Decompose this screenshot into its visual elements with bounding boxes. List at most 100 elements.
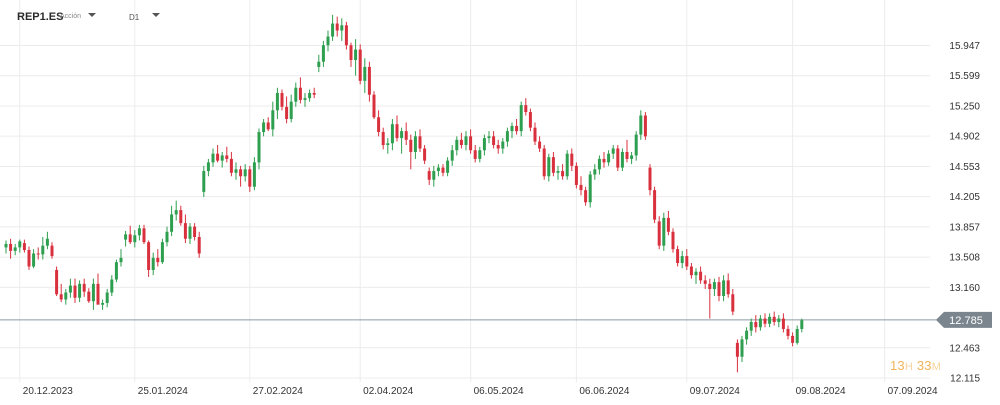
candle[interactable] (625, 139, 629, 163)
candle[interactable] (386, 138, 390, 154)
candle[interactable] (455, 136, 459, 156)
candle[interactable] (574, 162, 578, 189)
candle[interactable] (36, 247, 40, 260)
candle[interactable] (588, 171, 592, 208)
candle[interactable] (469, 129, 473, 154)
candle[interactable] (193, 223, 197, 241)
candle[interactable] (331, 14, 335, 41)
candle[interactable] (740, 335, 744, 362)
candle[interactable] (114, 259, 118, 283)
candle[interactable] (303, 92, 307, 107)
candle[interactable] (473, 145, 477, 163)
candle[interactable] (482, 134, 486, 156)
candle[interactable] (616, 145, 620, 172)
candle[interactable] (505, 127, 509, 147)
candle[interactable] (133, 230, 137, 248)
candle[interactable] (551, 151, 555, 177)
candle[interactable] (427, 167, 431, 185)
candle[interactable] (381, 127, 385, 150)
candle[interactable] (142, 224, 146, 244)
candle[interactable] (680, 250, 684, 269)
candle[interactable] (45, 231, 49, 250)
candle[interactable] (50, 242, 54, 259)
candle[interactable] (41, 236, 45, 260)
candle[interactable] (91, 278, 95, 310)
candle[interactable] (137, 224, 141, 241)
candle[interactable] (450, 145, 454, 166)
candle[interactable] (239, 165, 243, 187)
candle[interactable] (432, 165, 436, 187)
candle[interactable] (611, 145, 615, 159)
candle[interactable] (542, 145, 546, 180)
candle[interactable] (252, 157, 256, 191)
candle[interactable] (694, 268, 698, 284)
candle[interactable] (101, 299, 105, 310)
candle[interactable] (689, 263, 693, 279)
candle[interactable] (234, 162, 238, 180)
candle[interactable] (165, 226, 169, 247)
candle[interactable] (464, 131, 468, 151)
candle[interactable] (372, 91, 376, 119)
candle[interactable] (298, 77, 302, 104)
candle[interactable] (404, 122, 408, 146)
candle[interactable] (418, 129, 422, 152)
candle[interactable] (607, 150, 611, 166)
candle[interactable] (662, 212, 666, 251)
candle[interactable] (390, 118, 394, 151)
candle[interactable] (533, 122, 537, 146)
candle[interactable] (593, 164, 597, 180)
candle[interactable] (367, 61, 371, 102)
candle[interactable] (699, 266, 703, 284)
candle[interactable] (358, 44, 362, 85)
candle[interactable] (758, 315, 762, 331)
candle[interactable] (565, 150, 569, 180)
candle[interactable] (630, 151, 634, 165)
candle[interactable] (124, 230, 128, 247)
candle[interactable] (515, 118, 519, 135)
candle[interactable] (349, 42, 353, 67)
candle[interactable] (317, 54, 321, 73)
candle[interactable] (708, 278, 712, 319)
candle[interactable] (671, 228, 675, 253)
timeframe-selector[interactable]: D1 (129, 13, 140, 22)
candle[interactable] (202, 165, 206, 198)
candle[interactable] (64, 289, 68, 305)
candle[interactable] (436, 164, 440, 177)
candle[interactable] (657, 216, 661, 250)
candle[interactable] (321, 40, 325, 67)
candle[interactable] (446, 157, 450, 177)
candles[interactable] (4, 14, 804, 373)
candle[interactable] (685, 249, 689, 270)
candle[interactable] (731, 289, 735, 316)
candle[interactable] (216, 145, 220, 163)
candle[interactable] (119, 249, 123, 267)
candle[interactable] (105, 289, 109, 308)
candle[interactable] (243, 164, 247, 182)
candle[interactable] (257, 128, 261, 170)
candle[interactable] (174, 200, 178, 221)
candle[interactable] (73, 278, 77, 303)
candle[interactable] (745, 327, 749, 345)
candle[interactable] (312, 87, 316, 99)
candle[interactable] (183, 214, 187, 244)
timeframe-caret-down-icon[interactable] (152, 13, 160, 17)
candle[interactable] (377, 110, 381, 137)
candle[interactable] (510, 122, 514, 139)
candle[interactable] (519, 101, 523, 137)
candle[interactable] (179, 205, 183, 226)
candle[interactable] (197, 231, 201, 258)
candle[interactable] (395, 115, 399, 142)
candle[interactable] (285, 96, 289, 124)
candle[interactable] (768, 313, 772, 328)
candle[interactable] (87, 288, 91, 303)
candle[interactable] (492, 131, 496, 149)
candle[interactable] (308, 89, 312, 102)
candle[interactable] (78, 280, 82, 303)
candle[interactable] (777, 315, 781, 328)
candle[interactable] (570, 148, 574, 172)
candle[interactable] (538, 136, 542, 152)
candle[interactable] (275, 87, 279, 119)
candle[interactable] (110, 275, 114, 297)
candle[interactable] (344, 21, 348, 50)
candle[interactable] (800, 318, 804, 333)
